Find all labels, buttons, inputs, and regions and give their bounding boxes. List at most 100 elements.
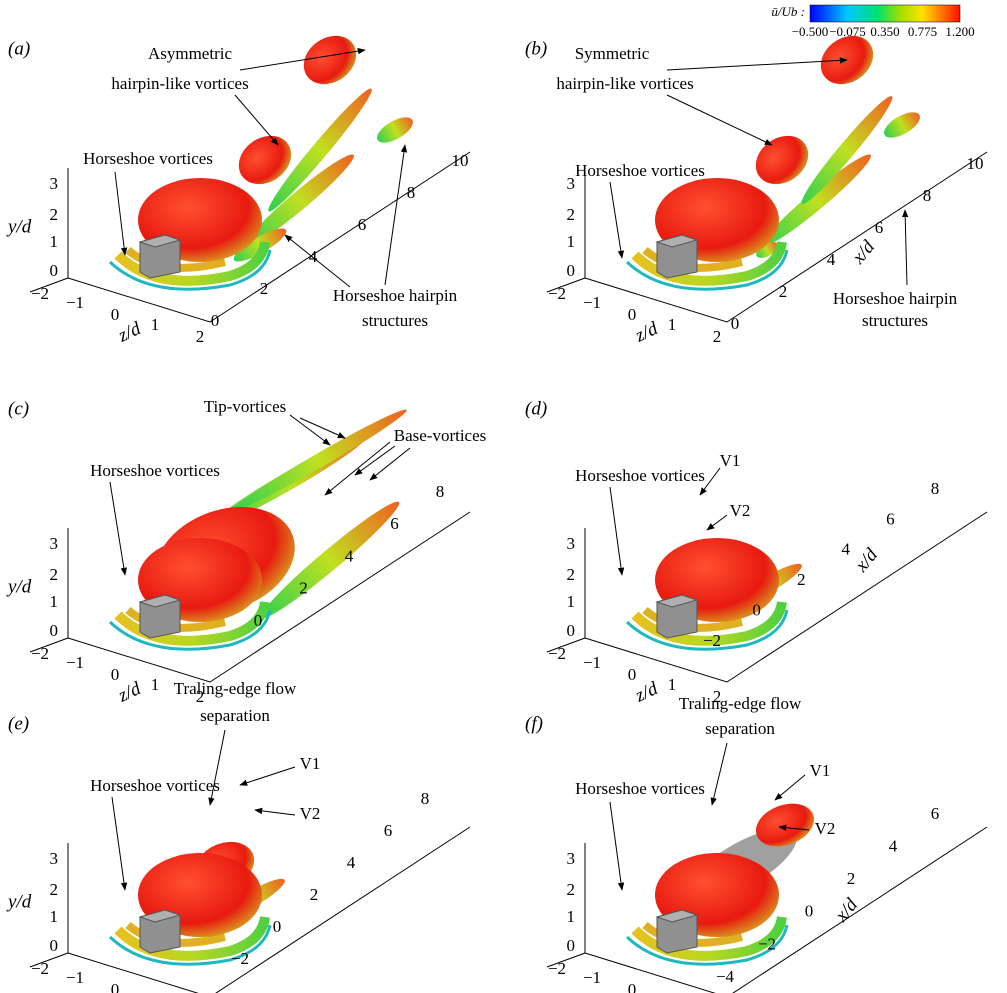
arrow xyxy=(354,445,396,476)
axis-frame xyxy=(546,826,988,993)
y-tick-label: 3 xyxy=(50,849,59,868)
annotation: Horseshoe hairpin xyxy=(833,289,958,308)
x-tick-label: 6 xyxy=(358,215,367,234)
x-axis-title: x/d xyxy=(850,544,882,576)
vortex xyxy=(233,409,407,511)
y-tick-label: 1 xyxy=(50,907,59,926)
z-tick-label: 1 xyxy=(668,990,677,993)
annotation: structures xyxy=(862,311,928,330)
arrow xyxy=(666,94,773,146)
y-tick-label: 2 xyxy=(50,205,59,224)
y-tick-label: 0 xyxy=(567,621,576,640)
z-tick-label: 1 xyxy=(151,675,160,694)
annotation: Horseshoe vortices xyxy=(575,466,705,485)
x-tick-label: 2 xyxy=(260,279,269,298)
arrow xyxy=(299,417,346,439)
x-tick-label: 0 xyxy=(273,917,282,936)
panel-label: (d) xyxy=(525,398,547,419)
x-tick-label: 6 xyxy=(384,821,393,840)
arrow xyxy=(114,171,128,256)
arrow xyxy=(901,209,909,286)
x-tick-label: 6 xyxy=(875,218,884,237)
annotation: V1 xyxy=(720,451,741,470)
vortex xyxy=(755,135,809,185)
arrow xyxy=(666,57,848,71)
y-axis-title: y/d xyxy=(6,576,32,597)
axis-frame xyxy=(29,151,471,323)
z-tick-label: −2 xyxy=(548,644,566,663)
panel: (f)0123−2−1012z/d−4−20246x/dTraling-edge… xyxy=(525,694,988,993)
x-tick-label: 2 xyxy=(797,570,806,589)
y-tick-label: 1 xyxy=(567,907,576,926)
z-tick-label: 0 xyxy=(111,980,120,993)
vortex xyxy=(246,154,354,246)
x-tick-label: 4 xyxy=(309,247,318,266)
colorbar-tick: 1.200 xyxy=(945,24,974,39)
vortex xyxy=(763,154,871,246)
annotation: Tip-vortices xyxy=(204,397,287,416)
z-tick-label: −2 xyxy=(548,284,566,303)
arrow xyxy=(369,447,411,481)
x-tick-label: 6 xyxy=(931,804,940,823)
annotation: Traling-edge flow xyxy=(679,694,802,713)
x-tick-label: 4 xyxy=(842,540,851,559)
z-tick-label: 0 xyxy=(628,665,637,684)
y-axis-title: y/d xyxy=(6,216,32,237)
arrow xyxy=(609,486,625,576)
z-tick-label: −1 xyxy=(66,968,84,987)
arrow xyxy=(111,796,128,891)
y-tick-label: 1 xyxy=(50,232,59,251)
vortex-core xyxy=(110,853,270,964)
colorbar-tick: 0.775 xyxy=(908,24,937,39)
x-tick-label: 2 xyxy=(299,579,308,598)
annotation: structures xyxy=(362,311,428,330)
x-tick-label: 2 xyxy=(779,282,788,301)
annotation: hairpin-like vortices xyxy=(111,74,248,93)
arrow xyxy=(254,807,296,816)
x-tick-label: 10 xyxy=(967,154,984,173)
x-tick-label: −2 xyxy=(703,631,721,650)
z-tick-label: −1 xyxy=(66,653,84,672)
annotation: Horseshoe vortices xyxy=(90,461,220,480)
vortex xyxy=(260,501,400,619)
colorbar-label: ū/Ub : xyxy=(771,4,805,19)
vortex xyxy=(303,35,357,85)
y-tick-label: 3 xyxy=(567,849,576,868)
x-tick-label: 8 xyxy=(421,789,430,808)
z-tick-label: 1 xyxy=(151,315,160,334)
vortex xyxy=(801,96,893,204)
y-tick-label: 0 xyxy=(567,936,576,955)
arrow xyxy=(706,514,728,531)
y-tick-label: 1 xyxy=(567,232,576,251)
z-tick-label: 2 xyxy=(713,687,722,706)
annotation: Horseshoe hairpin xyxy=(333,286,458,305)
annotation: Symmetric xyxy=(575,44,650,63)
annotation: Horseshoe vortices xyxy=(90,776,220,795)
arrow xyxy=(239,47,366,71)
annotation: V1 xyxy=(300,754,321,773)
arrow xyxy=(774,774,806,801)
axis-frame xyxy=(29,511,471,683)
y-tick-label: 2 xyxy=(50,565,59,584)
annotation: V2 xyxy=(730,501,751,520)
arrow xyxy=(109,481,128,576)
z-tick-label: 0 xyxy=(628,305,637,324)
x-tick-label: 10 xyxy=(452,151,469,170)
x-tick-label: 4 xyxy=(347,853,356,872)
z-tick-label: 2 xyxy=(713,327,722,346)
panel-label: (b) xyxy=(525,38,547,59)
y-tick-label: 2 xyxy=(567,880,576,899)
z-tick-label: −2 xyxy=(31,284,49,303)
arrow xyxy=(284,234,351,288)
annotation: Traling-edge flow xyxy=(174,679,297,698)
axis-frame xyxy=(29,826,471,993)
y-tick-label: 3 xyxy=(50,534,59,553)
vortex xyxy=(268,88,372,212)
z-tick-label: 2 xyxy=(196,327,205,346)
y-axis-title: y/d xyxy=(6,891,32,912)
arrow xyxy=(609,181,625,259)
